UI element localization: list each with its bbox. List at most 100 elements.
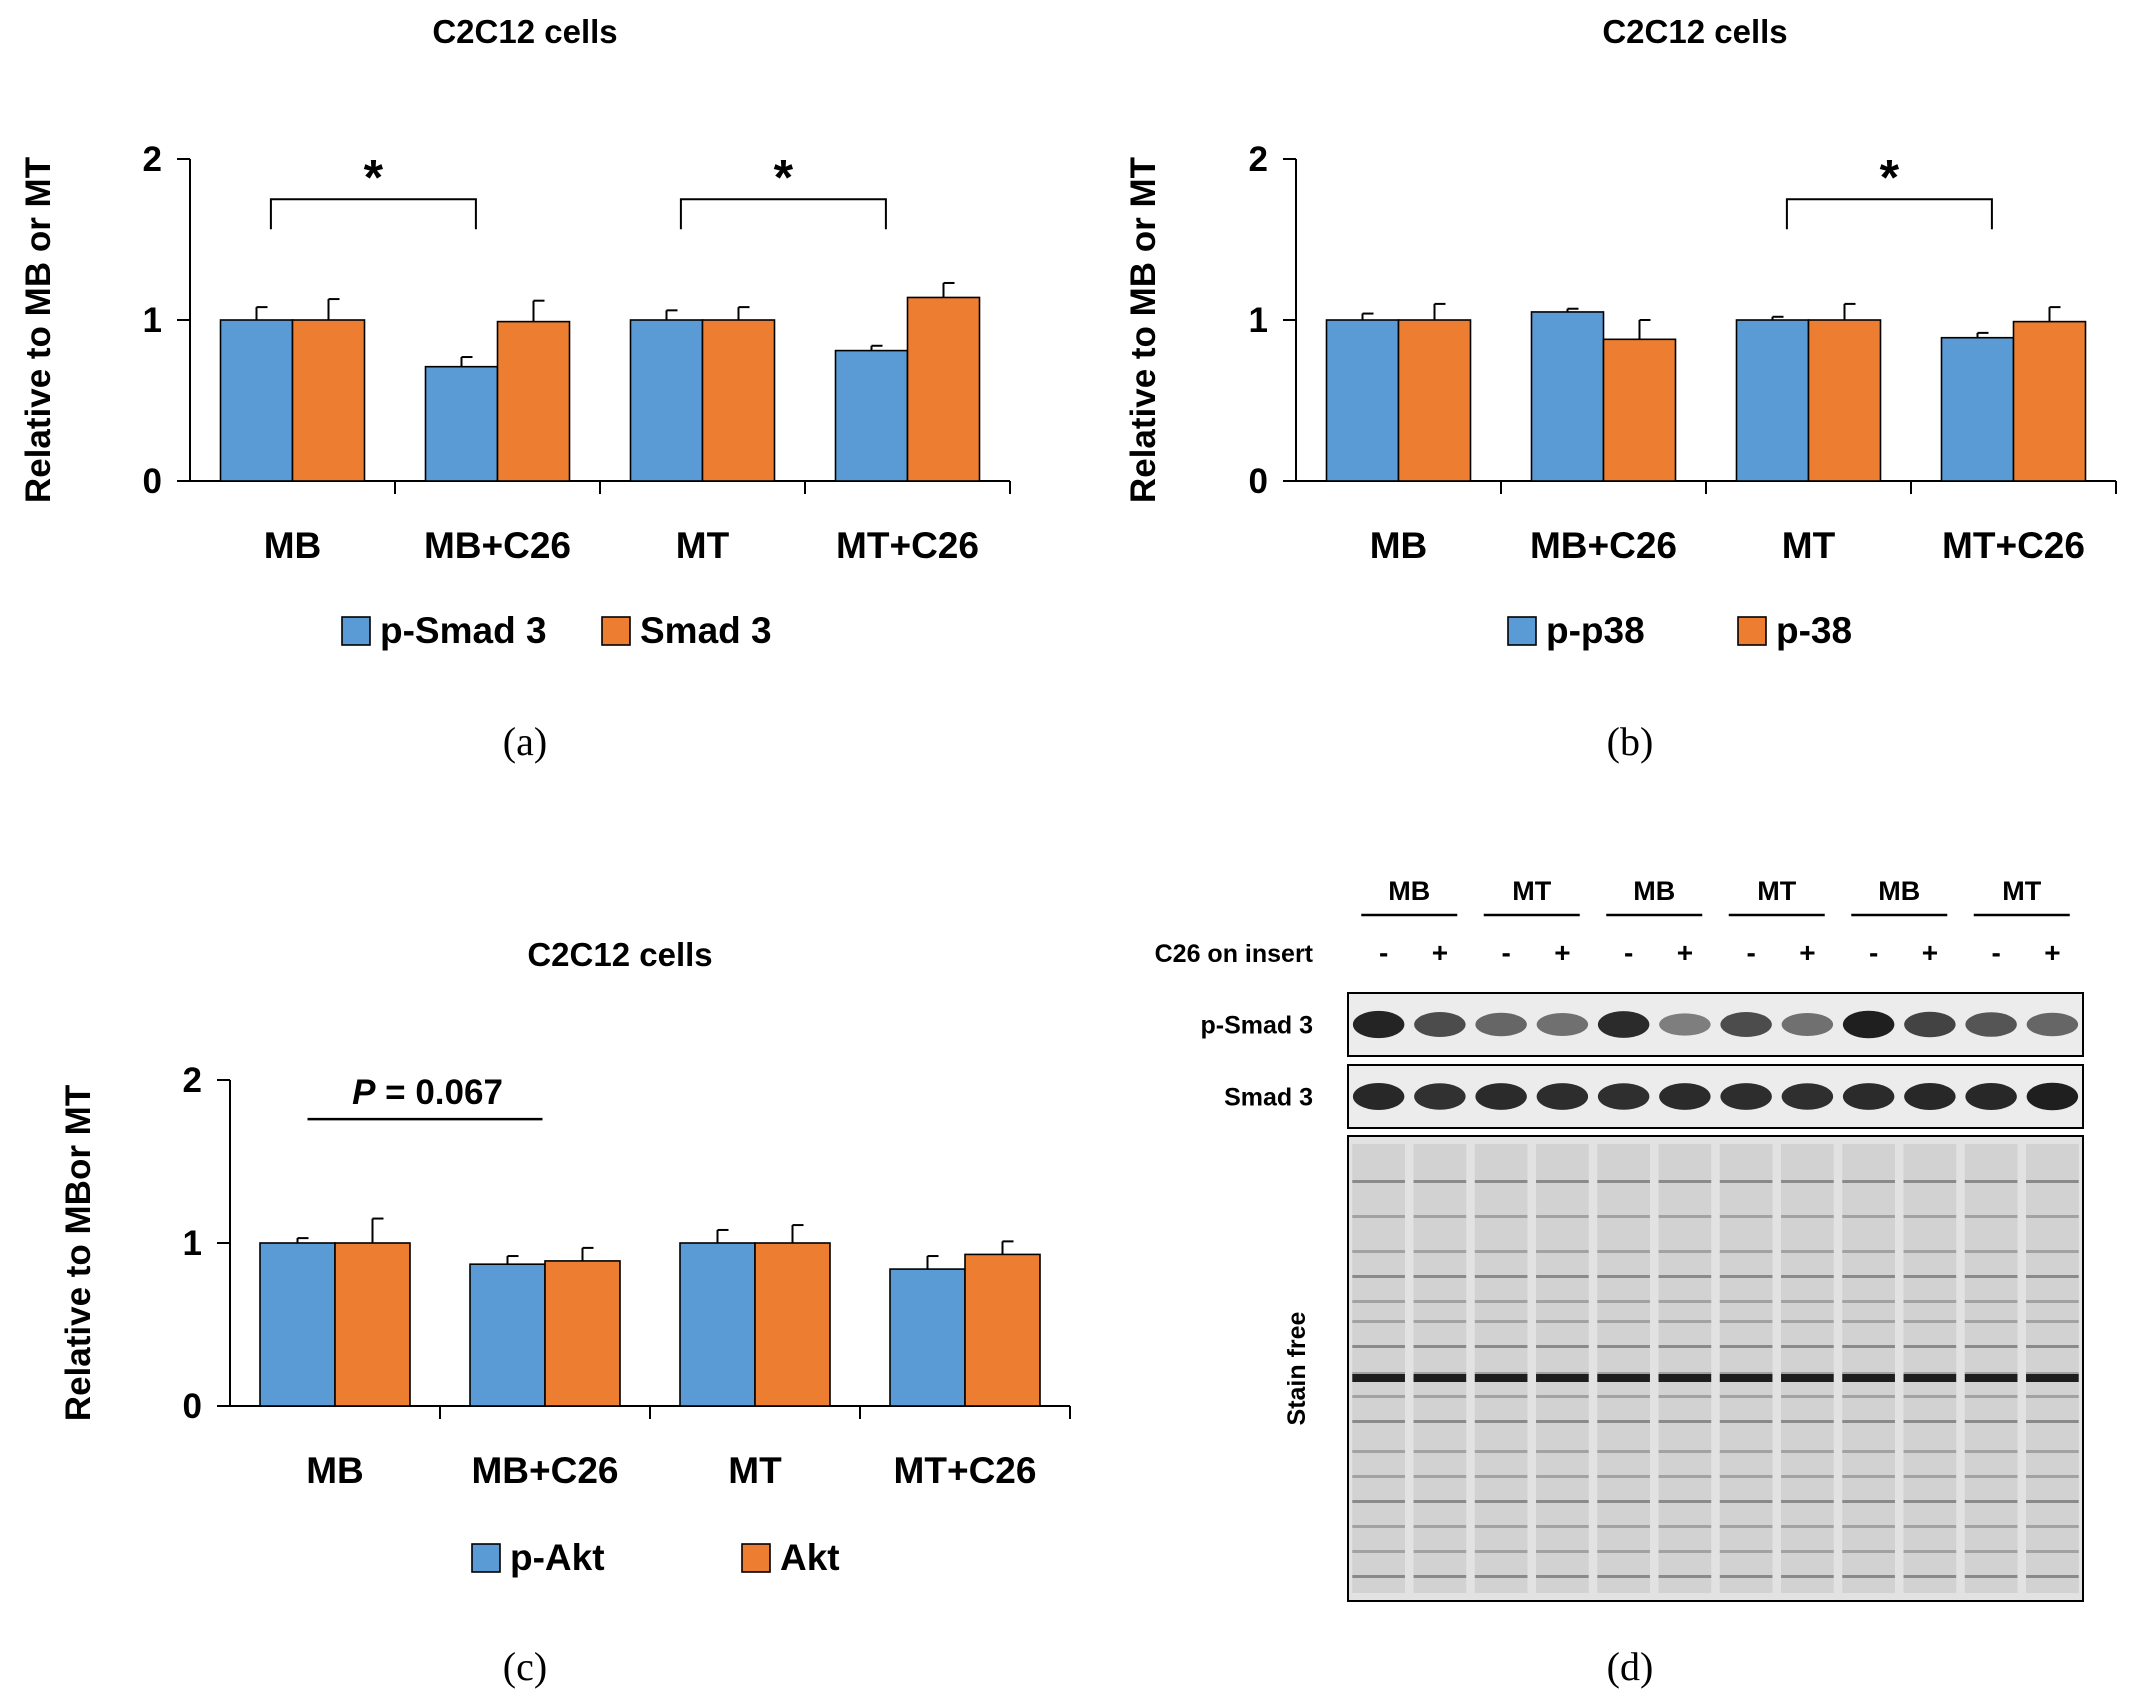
legend-swatch-1 [341, 616, 371, 646]
blot-box-p-smad-3 [1347, 992, 2084, 1057]
blot-band [1904, 1083, 1956, 1110]
lane-sign: + [1922, 937, 1938, 968]
stain-band [1719, 1215, 1773, 1218]
stain-band [2026, 1215, 2079, 1218]
bar-2-1 [1397, 319, 1472, 482]
stain-band [2026, 1275, 2079, 1278]
stain-band-main [1413, 1374, 1467, 1382]
stain-band [1352, 1215, 1405, 1218]
blot-box-smad-3 [1347, 1064, 2084, 1129]
significance-star: * [1880, 149, 1900, 205]
stain-band [1719, 1575, 1773, 1578]
stain-band [1781, 1180, 1834, 1183]
stain-band [1842, 1300, 1895, 1303]
lane-sign: + [1799, 937, 1815, 968]
p-value-label: P = 0.067 [352, 1073, 503, 1112]
stain-band [1597, 1420, 1650, 1423]
lane-sign: - [1991, 937, 2000, 968]
stain-lane [1352, 1144, 1405, 1593]
stain-band [1719, 1180, 1773, 1183]
stain-band [1964, 1395, 2018, 1398]
blot-band [1659, 1083, 1711, 1110]
stain-band [1536, 1215, 1589, 1218]
stain-band [1842, 1550, 1895, 1553]
y-axis-label: Relative to MB or MT [19, 157, 58, 503]
stain-band [1842, 1395, 1895, 1398]
lane-sign: + [2044, 937, 2060, 968]
stain-band [1842, 1345, 1895, 1348]
stain-band [1413, 1475, 1467, 1478]
stain-band [1964, 1372, 2018, 1375]
blot-band [1352, 1083, 1405, 1110]
stain-band [1658, 1475, 1712, 1478]
legend-label-2: p-38 [1776, 610, 1852, 651]
stain-band [1413, 1450, 1467, 1453]
significance-bracket [1785, 198, 1993, 230]
y-tick-label: 1 [183, 1224, 202, 1263]
stain-band [1413, 1395, 1467, 1398]
stain-band [1597, 1345, 1650, 1348]
legend-swatch-2 [1737, 616, 1767, 646]
stain-band-main [1781, 1374, 1834, 1382]
stain-band [1352, 1575, 1405, 1578]
stain-lane [1903, 1144, 1957, 1593]
stain-band [1474, 1345, 1528, 1348]
stain-band [1781, 1420, 1834, 1423]
bar-2-3 [1807, 319, 1882, 482]
bar-1-2 [1530, 311, 1605, 482]
stain-band-main [1536, 1374, 1589, 1382]
stain-band [2026, 1500, 2079, 1503]
legend-swatch-2 [601, 616, 631, 646]
stain-band [1719, 1525, 1773, 1528]
blot-band [1536, 1013, 1589, 1036]
stain-band [1964, 1475, 2018, 1478]
legend-label-1: p-Smad 3 [380, 610, 547, 651]
stain-band [1352, 1500, 1405, 1503]
legend-swatch-1 [471, 1543, 501, 1573]
y-tick-label: 1 [143, 301, 162, 340]
stain-band [1536, 1275, 1589, 1278]
lane-sign: - [1624, 937, 1633, 968]
stain-band [1352, 1345, 1405, 1348]
legend-label-1: p-p38 [1546, 610, 1645, 651]
stain-band [2026, 1525, 2079, 1528]
stain-band [1536, 1180, 1589, 1183]
stain-band [1536, 1420, 1589, 1423]
stain-band [1842, 1250, 1895, 1253]
chart-panel-c: C2C12 cells Relative to MBor MT 0 1 2 MB MB+C2… [59, 936, 1071, 1578]
blot-group-label: MT [1512, 876, 1551, 906]
bar-1-2 [469, 1263, 546, 1407]
stain-band [1474, 1475, 1528, 1478]
y-axis-label: Relative to MB or MT [1124, 157, 1163, 503]
stain-band [2026, 1575, 2079, 1578]
significance-bracket [679, 198, 887, 230]
stain-band-main [1964, 1374, 2018, 1382]
stain-band [1903, 1275, 1957, 1278]
stain-free-gel [1347, 1135, 2084, 1602]
blot-band [1536, 1083, 1589, 1110]
stain-band [1413, 1345, 1467, 1348]
stain-band [1474, 1525, 1528, 1528]
blot-group-label: MB [1388, 876, 1430, 906]
blot-band [1904, 1011, 1956, 1038]
lane-sign: - [1379, 937, 1388, 968]
stain-lane [1781, 1144, 1834, 1593]
blot-band [1965, 1012, 2017, 1037]
stain-band [2026, 1450, 2079, 1453]
significance-bracket [269, 198, 477, 230]
stain-lane [1658, 1144, 1712, 1593]
stain-band [1413, 1300, 1467, 1303]
stain-band [1474, 1250, 1528, 1253]
x-tick-label: MT+C26 [836, 525, 979, 566]
bar-1-2 [424, 365, 499, 482]
stain-band [1597, 1275, 1650, 1278]
stain-band-main [1842, 1374, 1895, 1382]
stain-band [1536, 1372, 1589, 1375]
stain-band [2026, 1180, 2079, 1183]
stain-band [1719, 1345, 1773, 1348]
chart-title: C2C12 cells [527, 936, 712, 973]
stain-band [1597, 1525, 1650, 1528]
stain-band [1413, 1525, 1467, 1528]
stain-band [1903, 1500, 1957, 1503]
stain-band [1964, 1500, 2018, 1503]
